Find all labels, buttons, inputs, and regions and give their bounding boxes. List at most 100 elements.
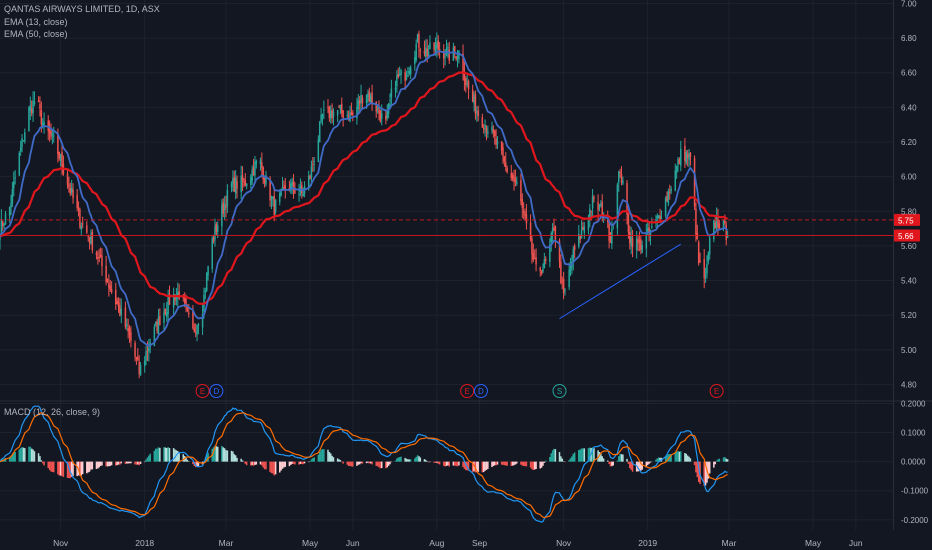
candle-body: [622, 180, 624, 184]
candle-body: [442, 51, 445, 59]
candle: [674, 163, 677, 192]
candle-body: [416, 34, 419, 41]
macd-bar: [611, 461, 613, 467]
macd-bar: [641, 461, 643, 470]
candle-body: [58, 152, 61, 159]
candle-body: [21, 138, 23, 148]
macd-bar: [119, 461, 121, 465]
candle-body: [201, 314, 204, 328]
candle-body: [119, 305, 121, 316]
candle: [37, 96, 40, 103]
candle-body: [320, 114, 322, 122]
macd-bar: [609, 461, 612, 467]
ema13-legend[interactable]: EMA (13, close): [4, 17, 68, 27]
candle-body: [562, 279, 565, 294]
macd-bar: [148, 455, 150, 462]
macd-bar: [138, 461, 140, 466]
candle: [167, 289, 169, 323]
macd-bar: [273, 461, 275, 476]
macd-bar: [496, 461, 499, 465]
candle: [336, 109, 339, 123]
macd-bar: [389, 461, 391, 465]
price-axis-tick: 6.80: [901, 34, 917, 43]
candle: [455, 55, 457, 62]
dividend-marker-label: D: [478, 387, 484, 396]
split-marker[interactable]: [552, 384, 567, 398]
earnings-marker[interactable]: [460, 384, 475, 398]
candle-body: [724, 219, 726, 224]
macd-legend[interactable]: MACD (12, 26, close, 9): [4, 407, 101, 417]
candle-body: [476, 111, 478, 113]
candle-body: [41, 122, 44, 126]
candle-body: [544, 258, 547, 261]
candle: [540, 270, 543, 276]
macd-bar: [105, 461, 107, 467]
macd-bar: [487, 461, 489, 469]
time-axis-tick: May: [302, 538, 319, 548]
macd-bar: [303, 461, 306, 464]
candle: [620, 166, 623, 186]
candle-body: [183, 296, 186, 303]
candle: [493, 129, 496, 145]
candle-body: [153, 326, 156, 346]
candle: [502, 142, 504, 164]
macd-bar: [87, 461, 89, 473]
macd-bar: [666, 455, 668, 462]
candle-body: [437, 40, 439, 50]
macd-bar: [52, 461, 55, 473]
candle-body: [511, 174, 514, 179]
candle-body: [168, 293, 171, 305]
candle: [718, 219, 721, 231]
macd-bar: [521, 461, 524, 466]
candle-body: [481, 117, 484, 128]
macd-bar: [674, 452, 677, 462]
candle-body: [99, 254, 102, 257]
candle-body: [699, 260, 701, 262]
candle-body: [670, 188, 672, 192]
macd-bar: [437, 461, 439, 464]
macd-bar: [172, 448, 175, 462]
candle-body: [339, 105, 342, 110]
candle: [0, 209, 3, 237]
candle-body: [684, 145, 686, 161]
candle-body: [186, 305, 189, 311]
dividend-marker[interactable]: [473, 384, 488, 398]
macd-bar: [309, 461, 311, 462]
macd-bar: [50, 461, 52, 472]
candle-body: [500, 141, 503, 151]
candle: [404, 68, 406, 90]
candle-body: [675, 165, 678, 174]
macd-bar: [684, 453, 686, 462]
candle-body: [680, 148, 682, 166]
earnings-marker[interactable]: [709, 384, 724, 398]
macd-bar: [79, 461, 81, 477]
support-trendline[interactable]: [559, 243, 682, 320]
candle-body: [495, 138, 497, 145]
candle: [205, 272, 208, 293]
candle: [165, 301, 168, 322]
macd-bar: [40, 460, 43, 462]
candle-body: [18, 152, 21, 176]
candle-body: [706, 263, 708, 274]
macd-bar: [283, 461, 285, 468]
symbol-title[interactable]: QANTAS AIRWAYS LIMITED, 1D, ASX: [4, 4, 160, 14]
candle-body: [525, 214, 528, 224]
macd-bar: [568, 460, 570, 462]
macd-bar: [174, 449, 176, 462]
candle: [554, 225, 557, 248]
candle: [670, 186, 672, 195]
ema50-legend[interactable]: EMA (50, close): [4, 29, 68, 39]
candle-body: [543, 259, 546, 269]
candle-body: [568, 269, 570, 288]
candle-body: [492, 129, 495, 133]
candle: [233, 170, 236, 193]
trendline-layer[interactable]: [559, 243, 682, 320]
earnings-marker[interactable]: [195, 384, 210, 398]
candle-body: [10, 203, 12, 208]
candle-body: [462, 53, 464, 72]
macd-bar: [404, 457, 406, 462]
dividend-marker[interactable]: [209, 384, 224, 398]
candle-body: [551, 228, 554, 234]
